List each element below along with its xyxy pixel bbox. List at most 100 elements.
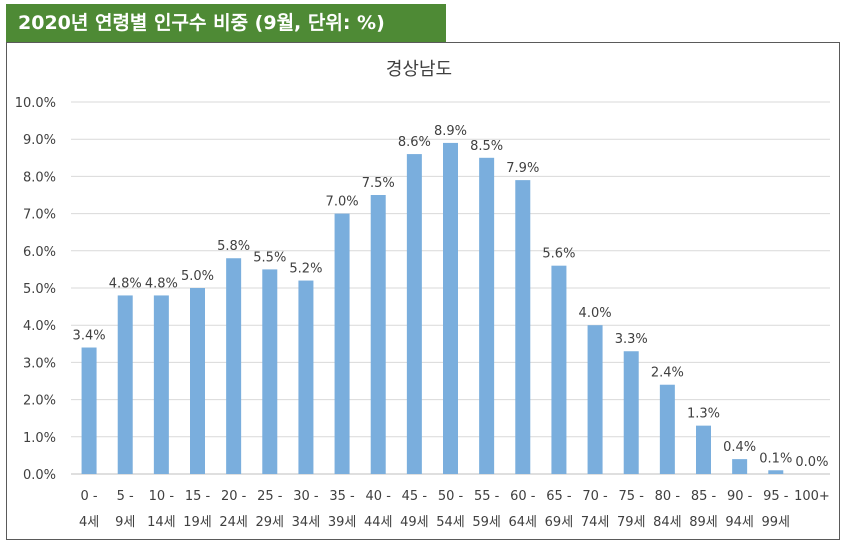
x-tick-label-line2: 4세 [79,515,99,530]
y-tick-label: 9.0% [23,133,56,148]
data-label: 7.5% [362,176,395,191]
x-tick-label: 5 - [117,489,134,504]
y-tick-label: 6.0% [23,245,56,260]
bar [190,288,205,474]
bar [81,347,97,474]
bar [587,325,603,474]
data-label: 5.5% [253,250,286,265]
chart-panel: 경상남도 0.0% 1.0% 2.0% 3.0% 4.0% 5.0% 6.0% 7.0% 8.0… [6,42,840,540]
x-tick-label: 45 - [402,489,428,504]
x-tick-label: 70 - [582,489,608,504]
data-label: 7.9% [506,161,539,176]
x-tick-label: 90 - [727,489,753,504]
x-tick-label: 100+ [794,489,830,504]
chart-header-banner: 2020년 연령별 인구수 비중 (9월, 단위: %) [6,4,446,42]
bar [370,195,386,474]
x-tick-label-line2: 89세 [689,515,718,530]
x-tick-label-line2: 49세 [400,515,429,530]
data-label: 3.3% [615,332,648,347]
data-label: 8.6% [398,135,431,150]
data-label: 1.3% [687,407,720,422]
bar [659,384,675,474]
bar [226,258,242,474]
x-tick-label: 15 - [185,489,211,504]
x-tick-label: 65 - [546,489,572,504]
bar [117,295,133,474]
x-tick-label: 25 - [257,489,283,504]
x-tick-label: 60 - [510,489,536,504]
x-tick-label: 75 - [619,489,645,504]
data-label: 4.8% [109,276,142,291]
x-tick-label-line2: 44세 [364,515,393,530]
bar [768,470,784,474]
data-label: 5.6% [542,247,575,262]
x-tick-label-line2: 99세 [762,515,791,530]
x-tick-label-line2: 69세 [545,515,574,530]
x-tick-label-line2: 94세 [725,515,754,530]
x-tick-label-line2: 14세 [147,515,176,530]
x-tick-label-line2: 34세 [292,515,321,530]
bar [732,459,748,474]
bar [551,265,567,474]
x-tick-label: 50 - [438,489,464,504]
header-title: 2020년 연령별 인구수 비중 (9월, 단위: %) [18,12,385,34]
y-tick-label: 7.0% [23,208,56,223]
x-tick-label: 85 - [691,489,717,504]
bar [623,351,639,474]
y-tick-label: 0.0% [23,468,56,483]
bar [406,154,422,474]
chart-title: 경상남도 [386,59,452,80]
x-tick-label-line2: 24세 [219,515,248,530]
x-tick-label-line2: 9세 [115,515,135,530]
data-label: 0.4% [723,440,756,455]
x-tick-label-line2: 59세 [472,515,501,530]
y-tick-label: 4.0% [23,319,56,334]
x-tick-label: 95 - [763,489,789,504]
bar [696,425,711,474]
data-label: 4.0% [579,306,612,321]
x-axis-labels: 0 - 4세 5 - 9세 10 - 14세 15 - 19세 20 - 24세 25 - 29세 30… [79,489,830,530]
bar [262,269,278,474]
x-tick-label-line2: 39세 [328,515,357,530]
data-label: 4.8% [145,276,178,291]
y-tick-label: 10.0% [15,96,56,111]
y-tick-label: 8.0% [23,170,56,185]
y-tick-label: 5.0% [23,282,56,297]
data-label: 8.5% [470,139,503,154]
x-tick-label-line2: 79세 [617,515,646,530]
x-tick-label-line2: 74세 [581,515,610,530]
x-tick-label-line2: 29세 [256,515,285,530]
x-tick-label-line2: 19세 [183,515,212,530]
x-tick-label: 80 - [655,489,681,504]
x-tick-label-line2: 84세 [653,515,682,530]
x-tick-label: 20 - [221,489,247,504]
bar [479,157,495,475]
data-label: 5.0% [181,269,214,284]
bar-chart: 경상남도 0.0% 1.0% 2.0% 3.0% 4.0% 5.0% 6.0% 7.0% 8.0… [15,59,830,530]
y-axis-labels: 0.0% 1.0% 2.0% 3.0% 4.0% 5.0% 6.0% 7.0% 8.0% 9.0%… [15,96,56,483]
data-label: 0.0% [795,455,828,470]
x-tick-label: 0 - [81,489,98,504]
bar-series [81,142,784,475]
data-label: 0.1% [759,451,792,466]
x-tick-label-line2: 64세 [509,515,538,530]
x-tick-label: 40 - [366,489,392,504]
bar [298,280,314,474]
data-label: 5.2% [289,262,322,277]
data-label: 2.4% [651,366,684,381]
bar [334,213,350,474]
x-tick-label: 55 - [474,489,500,504]
y-tick-label: 1.0% [23,431,56,446]
data-label: 7.0% [326,195,359,210]
bar [153,295,169,474]
x-tick-label-line2: 54세 [436,515,465,530]
data-label: 3.4% [73,329,106,344]
x-tick-label: 30 - [293,489,319,504]
x-tick-label: 35 - [329,489,355,504]
data-label: 5.8% [217,239,250,254]
y-tick-label: 2.0% [23,394,56,409]
bar [443,142,458,475]
bar [515,180,531,474]
x-tick-label: 10 - [149,489,175,504]
y-tick-label: 3.0% [23,356,56,371]
